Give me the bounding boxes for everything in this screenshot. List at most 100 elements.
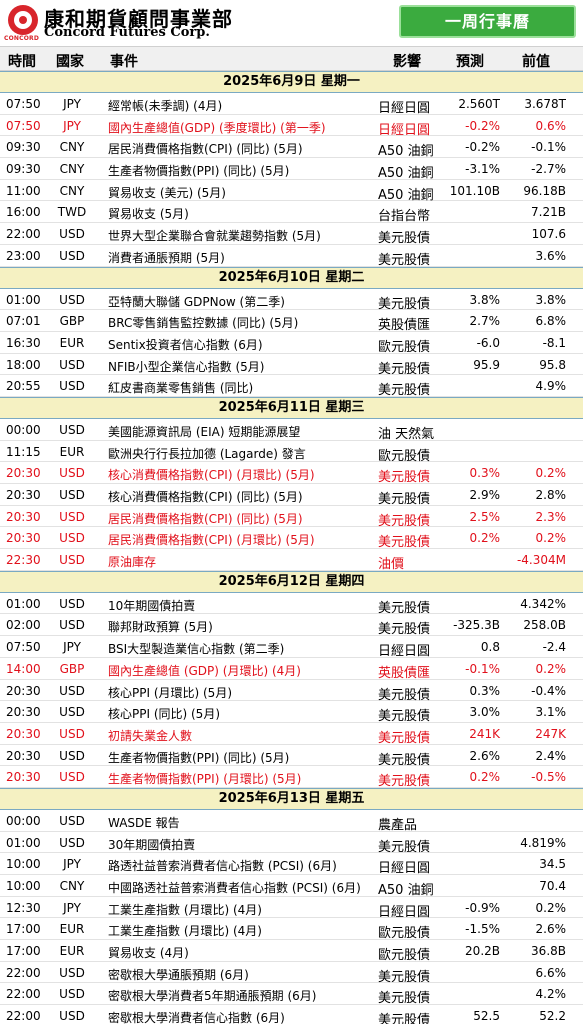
day-header: 2025年6月13日 星期五 <box>0 787 583 810</box>
cell-event: 消費者通脹預期 (5月) <box>108 250 225 265</box>
cell-event: WASDE 報告 <box>108 815 180 830</box>
cell-country: USD <box>59 683 85 698</box>
table-row: 00:00 USD WASDE 報告 農產品 <box>0 810 583 833</box>
cell-forecast: 2.9% <box>469 488 501 502</box>
cell-country: USD <box>59 379 85 394</box>
cell-event: 世界大型企業聯合會就業趨勢指數 (5月) <box>108 229 321 244</box>
table-row: 10:00 CNY 中國路透社益普索消費者信心指數 (PCSI) (6月) A50 油… <box>0 875 583 898</box>
cell-country: USD <box>59 596 85 611</box>
cell-impact: 美元股債 <box>378 231 431 247</box>
table-row: 11:15 EUR 歐洲央行行長拉加德 (Lagarde) 發言 歐元股債 <box>0 441 583 464</box>
cell-time: 07:01 <box>6 314 41 329</box>
cell-event: 原油庫存 <box>108 555 157 570</box>
cell-country: JPY <box>63 900 81 915</box>
cell-impact: A50 油銅 <box>378 883 434 898</box>
cell-time: 07:50 <box>6 118 41 133</box>
cell-impact: 油價 <box>378 557 405 573</box>
cell-country: USD <box>59 466 85 481</box>
cell-time: 07:50 <box>6 640 41 655</box>
cell-forecast: 0.3% <box>469 683 501 698</box>
table-row: 12:30 JPY 工業生產指數 (月環比) (4月) 日經日圓 -0.9% 0.2% <box>0 897 583 920</box>
table-row: 20:30 USD 居民消費價格指數(CPI) (月環比) (5月) 美元股債 0.2%… <box>0 527 583 551</box>
table-row: 22:00 USD 密歇根大學通脹預期 (6月) 美元股債 6.6% <box>0 962 583 985</box>
cell-impact: 日經日圓 <box>378 122 431 138</box>
cell-event: NFIB小型企業信心指數 (5月) <box>108 359 265 374</box>
cell-forecast: -0.1% <box>465 661 500 676</box>
cell-impact: 美元股債 <box>378 535 431 551</box>
cell-country: JPY <box>63 118 81 133</box>
cell-event: BSI大型製造業信心指數 (第二季) <box>108 642 285 657</box>
cell-forecast: -0.9% <box>465 900 500 915</box>
cell-country: EUR <box>59 922 85 937</box>
cell-impact: 歐元股債 <box>378 926 431 942</box>
cell-time: 07:50 <box>6 97 41 111</box>
cell-impact: 歐元股債 <box>378 448 431 464</box>
cell-country: EUR <box>59 944 85 959</box>
table-row: 01:00 USD 10年期國債拍賣 美元股債 4.342% <box>0 593 583 616</box>
cell-impact: A50 油銅 <box>378 144 434 160</box>
cell-previous: 4.9% <box>535 379 567 394</box>
cell-previous: 2.4% <box>535 748 567 763</box>
cell-forecast: 3.0% <box>469 705 501 720</box>
cell-time: 22:00 <box>6 1009 41 1024</box>
cell-impact: 美元股債 <box>378 622 431 638</box>
cell-time: 11:15 <box>6 444 41 459</box>
cell-country: JPY <box>63 640 81 655</box>
cell-event: 密歇根大學消費者5年期通脹預期 (6月) <box>108 989 317 1004</box>
page-header: CONCORD 康和期貨顧問事業部 Concord Futures Corp. … <box>0 0 583 46</box>
cell-time: 20:30 <box>6 705 41 720</box>
table-row: 17:00 EUR 貿易收支 (4月) 歐元股債 20.2B 36.8B <box>0 940 583 964</box>
cell-time: 09:30 <box>6 140 41 155</box>
cell-time: 00:00 <box>6 422 41 437</box>
cell-impact: 日經日圓 <box>378 861 431 877</box>
cell-impact: 美元股債 <box>378 470 431 486</box>
cell-country: USD <box>59 835 85 850</box>
cell-event: 核心PPI (月環比) (5月) <box>108 685 233 700</box>
cell-country: CNY <box>59 183 85 198</box>
cell-impact: 美元股債 <box>378 687 431 703</box>
company-name-cn: 康和期貨顧問事業部 <box>44 7 233 31</box>
cell-country: JPY <box>63 857 81 872</box>
cell-impact: 美元股債 <box>378 991 431 1007</box>
table-row: 16:30 EUR Sentix投資者信心指數 (6月) 歐元股債 -6.0 -8.1 <box>0 332 583 355</box>
logo-text: CONCORD <box>4 35 40 42</box>
cell-previous: 52.2 <box>539 1009 566 1024</box>
table-row: 01:00 USD 30年期國債拍賣 美元股債 4.819% <box>0 832 583 855</box>
table-row: 11:00 CNY 貿易收支 (美元) (5月) A50 油銅 101.10B 96.18… <box>0 180 583 203</box>
cell-impact: 美元股債 <box>378 513 431 529</box>
cell-previous: 95.8 <box>539 357 566 372</box>
cell-time: 20:30 <box>6 748 41 763</box>
cell-time: 17:00 <box>6 944 41 959</box>
cell-impact: 美元股債 <box>378 492 431 507</box>
cell-time: 20:30 <box>6 726 41 741</box>
cell-previous: 3.678T <box>524 97 566 111</box>
cell-country: GBP <box>59 661 85 676</box>
cell-time: 02:00 <box>6 618 41 633</box>
cell-forecast: 95.9 <box>473 357 500 372</box>
cell-previous: 7.21B <box>531 205 566 220</box>
cell-country: USD <box>59 987 85 1002</box>
cell-event: 密歇根大學消費者信心指數 (6月) <box>108 1011 285 1024</box>
cell-previous: 6.8% <box>535 314 567 329</box>
cell-country: USD <box>59 292 85 307</box>
cell-event: Sentix投資者信心指數 (6月) <box>108 337 263 352</box>
cell-event: 貿易收支 (4月) <box>108 946 189 961</box>
cell-impact: 歐元股債 <box>378 948 431 964</box>
cell-impact: 日經日圓 <box>378 101 431 116</box>
table-row: 20:30 USD 核心消費價格指數(CPI) (月環比) (5月) 美元股債 0.3%… <box>0 462 583 486</box>
cell-event: 居民消費價格指數(CPI) (月環比) (5月) <box>108 533 315 548</box>
cell-country: USD <box>59 813 85 828</box>
cell-event: 紅皮書商業零售銷售 (同比) <box>108 381 254 396</box>
cell-forecast: 2.6% <box>469 748 501 763</box>
cell-event: 中國路透社益普索消費者信心指數 (PCSI) (6月) <box>108 881 361 895</box>
cell-forecast: 0.3% <box>469 466 501 481</box>
cell-time: 20:30 <box>6 509 41 524</box>
cell-impact: 歐元股債 <box>378 339 431 355</box>
cell-previous: -0.4% <box>531 683 566 698</box>
table-row: 07:01 GBP BRC零售銷售監控數據 (同比) (5月) 英股債匯 2.7% 6.8… <box>0 310 583 333</box>
cell-time: 20:30 <box>6 488 41 502</box>
cell-forecast: -325.3B <box>453 618 500 633</box>
cell-event: 10年期國債拍賣 <box>108 598 196 613</box>
cell-previous: -4.304M <box>516 553 566 568</box>
table-row: 20:30 USD 核心消費價格指數(CPI) (同比) (5月) 美元股債 2.9% 2… <box>0 484 583 507</box>
